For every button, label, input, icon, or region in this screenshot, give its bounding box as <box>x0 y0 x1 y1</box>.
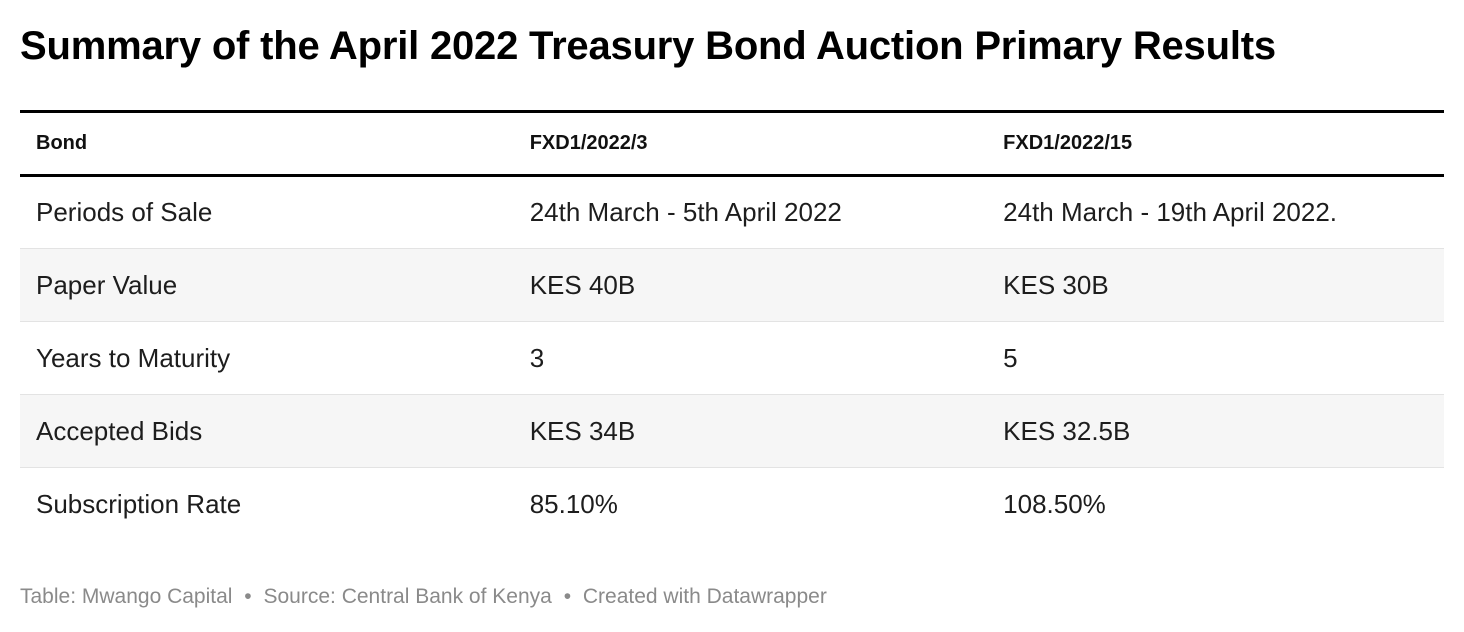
created-with-credit[interactable]: Created with Datawrapper <box>582 585 827 608</box>
data-table: Bond FXD1/2022/3 FXD1/2022/15 Periods of… <box>20 110 1444 541</box>
table-cell: KES 40B <box>529 269 636 300</box>
table-credit: Table: Mwango Capital <box>20 585 233 608</box>
footer-separator: • <box>244 585 252 608</box>
table-cell: 24th March - 19th April 2022. <box>1003 197 1338 227</box>
table-row: Subscription Rate 85.10% 108.50% <box>20 468 1444 541</box>
row-label: Paper Value <box>36 269 178 300</box>
footer-separator: • <box>563 585 572 608</box>
table-cell: 24th March - 5th April 2022 <box>529 197 842 227</box>
table-header-row: Bond FXD1/2022/3 FXD1/2022/15 <box>20 111 1444 176</box>
table-cell: 3 <box>529 342 545 373</box>
table-row: Paper Value KES 40B KES 30B <box>20 248 1444 322</box>
table-cell: 85.10% <box>529 488 618 519</box>
column-header[interactable]: FXD1/2022/15 <box>1003 132 1133 154</box>
row-label: Years to Maturity <box>36 342 231 373</box>
table-row: Periods of Sale 24th March - 5th April 2… <box>20 176 1444 249</box>
table-cell: 108.50% <box>1003 488 1106 519</box>
page-title: Summary of the April 2022 Treasury Bond … <box>20 24 1276 68</box>
footer-credits: Table: Mwango Capital • Source: Central … <box>20 585 827 609</box>
table-cell: KES 30B <box>1003 269 1109 300</box>
table-row: Years to Maturity 3 5 <box>20 322 1444 395</box>
source-credit[interactable]: Source: Central Bank of Kenya <box>263 585 552 608</box>
table-row: Accepted Bids KES 34B KES 32.5B <box>20 394 1444 468</box>
table-cell: 5 <box>1003 342 1018 373</box>
column-header[interactable]: FXD1/2022/3 <box>529 132 648 154</box>
row-label: Accepted Bids <box>36 415 203 446</box>
table-cell: KES 34B <box>529 415 636 446</box>
column-header[interactable]: Bond <box>36 132 88 154</box>
row-label: Periods of Sale <box>36 197 213 227</box>
table-cell: KES 32.5B <box>1003 415 1131 446</box>
row-label: Subscription Rate <box>36 488 242 519</box>
